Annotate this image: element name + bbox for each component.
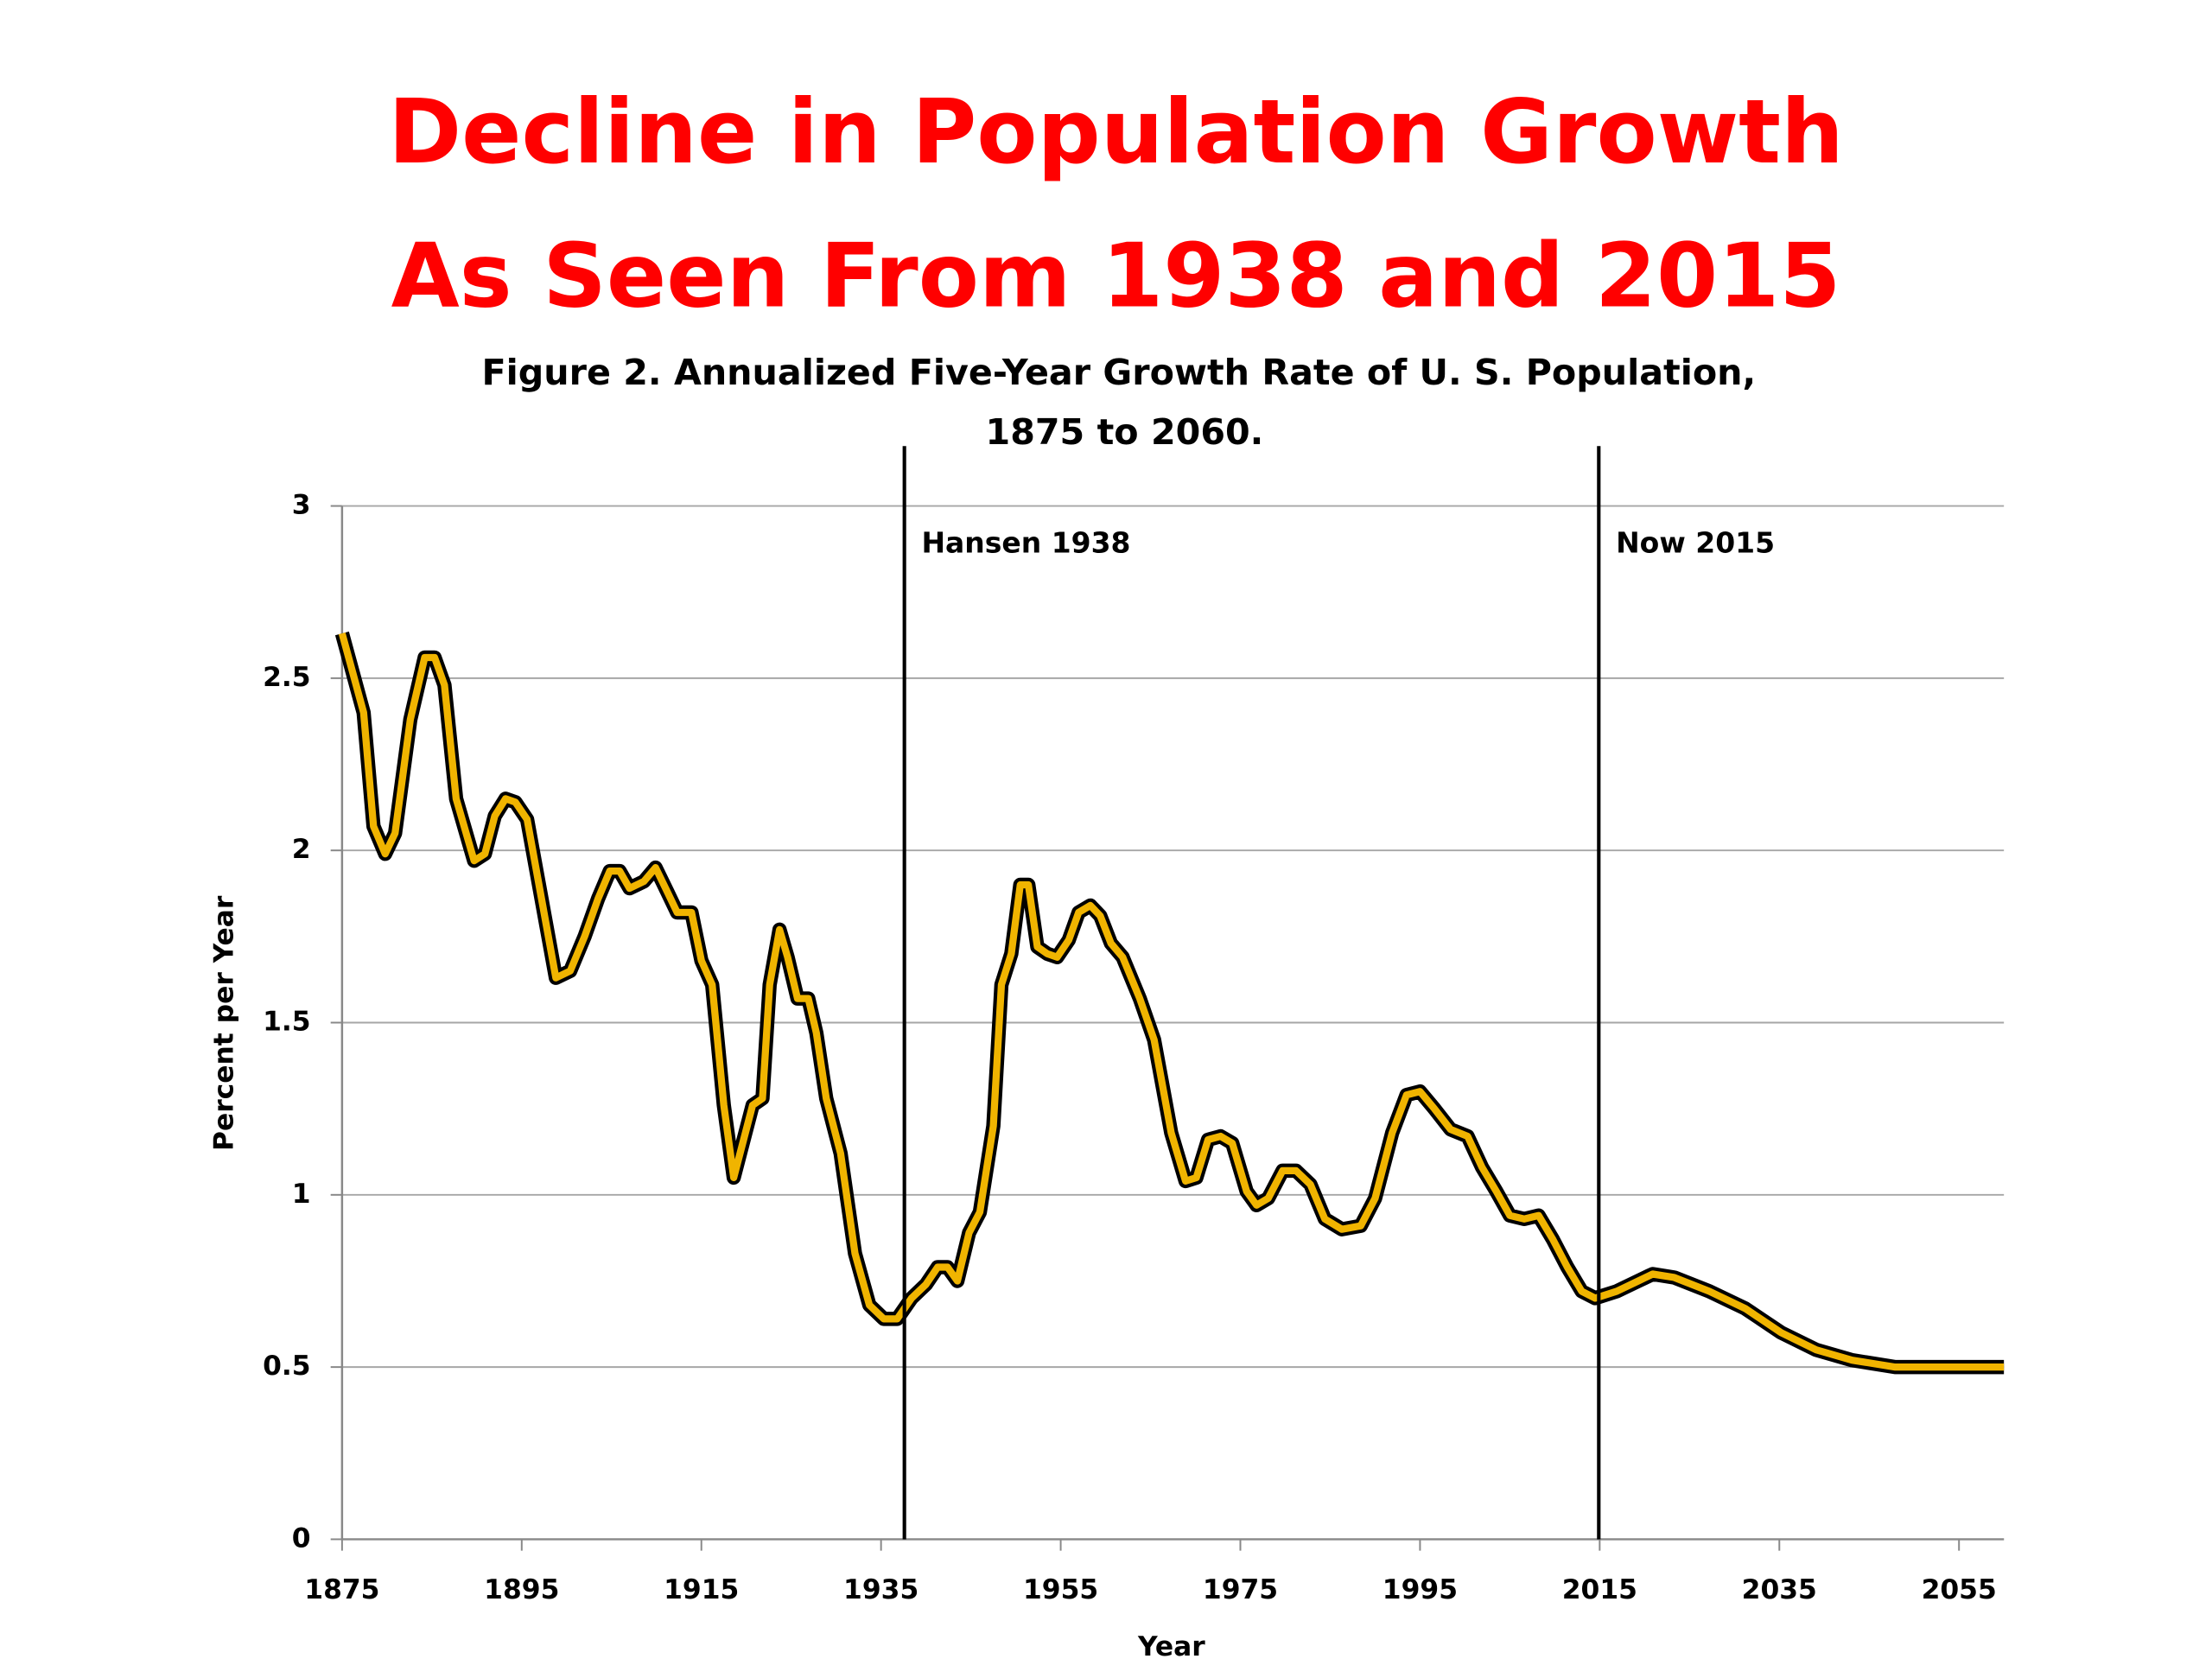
marker-label: Now 2015 xyxy=(1616,526,1775,560)
x-tick-label: 1935 xyxy=(843,1574,918,1605)
y-tick-label: 0.5 xyxy=(263,1351,311,1382)
line xyxy=(338,632,2005,1371)
y-tick-label: 2 xyxy=(292,834,311,865)
x-tick-label: 1955 xyxy=(1023,1574,1098,1605)
x-tick-label: 1895 xyxy=(484,1574,559,1605)
y-tick-label: 3 xyxy=(292,490,311,521)
line-outline xyxy=(334,631,2005,1375)
y-tick-label: 0 xyxy=(292,1522,311,1554)
marker-label: Hansen 1938 xyxy=(921,526,1130,560)
x-tick-label: 2035 xyxy=(1742,1574,1817,1605)
subtitle-line: 1875 to 2060. xyxy=(986,411,1264,453)
y-tick-label: 1 xyxy=(292,1179,311,1210)
x-tick-label: 1915 xyxy=(664,1574,739,1605)
title-line: Decline in Population Growth xyxy=(388,81,1844,184)
y-tick-label: 2.5 xyxy=(263,662,311,693)
subtitle-line: Figure 2. Annualized Five-Year Growth Ra… xyxy=(481,352,1756,393)
title-line: As Seen From 1938 and 2015 xyxy=(391,225,1841,327)
x-tick-label: 1995 xyxy=(1382,1574,1458,1605)
y-axis-label: Percent per Year xyxy=(209,895,240,1151)
x-tick-label: 2055 xyxy=(1922,1574,1997,1605)
x-tick-label: 1975 xyxy=(1203,1574,1278,1605)
x-tick-label: 1875 xyxy=(304,1574,379,1605)
x-tick-label: 2015 xyxy=(1562,1574,1637,1605)
y-tick-label: 1.5 xyxy=(263,1007,311,1038)
x-axis-label: Year xyxy=(1137,1631,1205,1659)
